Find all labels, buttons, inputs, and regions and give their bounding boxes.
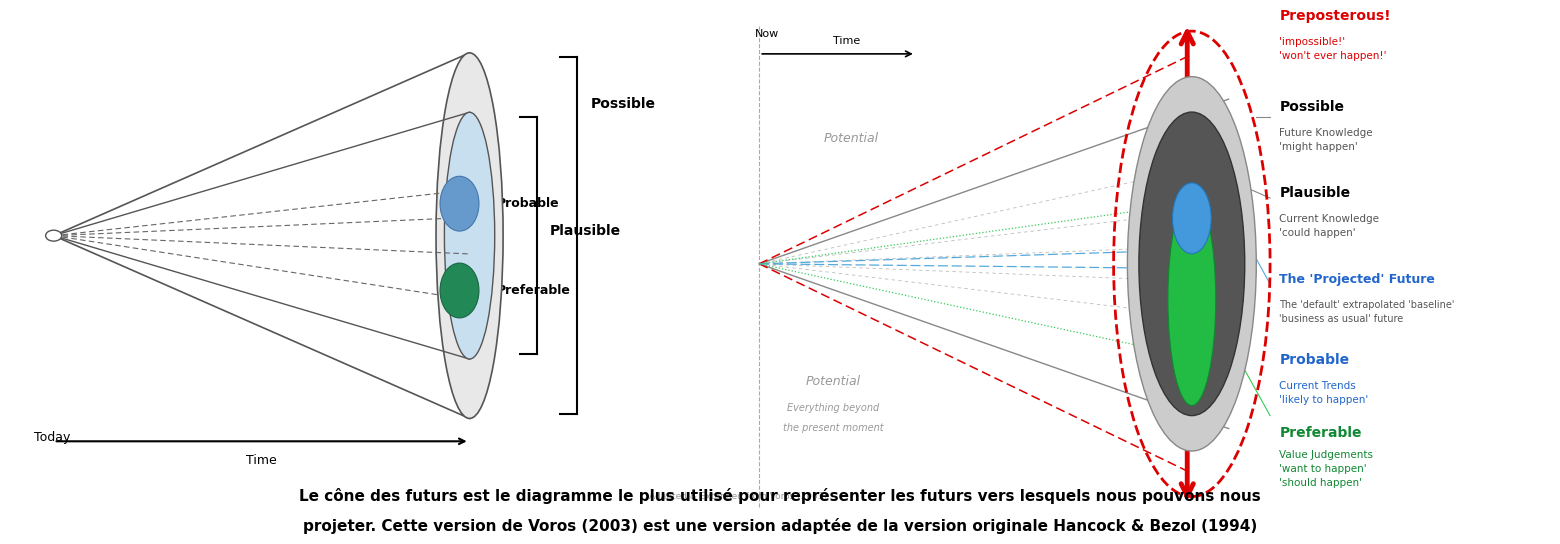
Text: Now: Now bbox=[755, 29, 778, 39]
Text: Current Trends
'likely to happen': Current Trends 'likely to happen' bbox=[1279, 381, 1368, 405]
Text: Time: Time bbox=[246, 454, 278, 467]
Text: Today: Today bbox=[34, 431, 70, 444]
Text: The 'Projected' Future: The 'Projected' Future bbox=[1279, 273, 1435, 286]
Ellipse shape bbox=[1139, 112, 1245, 416]
Ellipse shape bbox=[445, 112, 495, 359]
Text: the present moment: the present moment bbox=[783, 423, 883, 433]
Text: Time: Time bbox=[833, 36, 860, 46]
Text: The 'default' extrapolated 'baseline'
'business as usual' future: The 'default' extrapolated 'baseline' 'b… bbox=[1279, 300, 1454, 324]
Text: Le cône des futurs est le diagramme le plus utilisé pour représenter les futurs : Le cône des futurs est le diagramme le p… bbox=[300, 488, 1260, 504]
Text: Preferable: Preferable bbox=[482, 284, 571, 297]
Ellipse shape bbox=[440, 176, 479, 231]
Text: 'impossible!'
'won't ever happen!': 'impossible!' 'won't ever happen!' bbox=[1279, 37, 1387, 61]
Text: Possible: Possible bbox=[1279, 100, 1345, 114]
Text: Probable: Probable bbox=[482, 197, 558, 210]
Text: Preposterous!: Preposterous! bbox=[1279, 9, 1392, 23]
Text: Preferable: Preferable bbox=[1279, 426, 1362, 440]
Text: Plausible: Plausible bbox=[551, 224, 621, 238]
Text: Possible: Possible bbox=[590, 97, 655, 111]
Ellipse shape bbox=[1173, 183, 1211, 254]
Text: Potential: Potential bbox=[805, 375, 861, 388]
Text: projeter. Cette version de Voros (2003) est une version adaptée de la version or: projeter. Cette version de Voros (2003) … bbox=[303, 518, 1257, 534]
Ellipse shape bbox=[435, 53, 502, 418]
Ellipse shape bbox=[1168, 193, 1215, 405]
Text: Adapted & Extended from Voros (2003): Adapted & Extended from Voros (2003) bbox=[649, 492, 827, 501]
Text: Current Knowledge
'could happen': Current Knowledge 'could happen' bbox=[1279, 214, 1379, 238]
Text: Probable: Probable bbox=[1279, 353, 1349, 367]
Text: Plausible: Plausible bbox=[1279, 186, 1351, 200]
Circle shape bbox=[45, 230, 62, 241]
Text: Future Knowledge
'might happen': Future Knowledge 'might happen' bbox=[1279, 128, 1373, 152]
Text: Everything beyond: Everything beyond bbox=[786, 403, 878, 412]
Ellipse shape bbox=[440, 263, 479, 318]
Ellipse shape bbox=[1128, 77, 1256, 451]
Text: Potential: Potential bbox=[824, 132, 878, 145]
Text: Value Judgements
'want to happen'
'should happen': Value Judgements 'want to happen' 'shoul… bbox=[1279, 450, 1373, 488]
